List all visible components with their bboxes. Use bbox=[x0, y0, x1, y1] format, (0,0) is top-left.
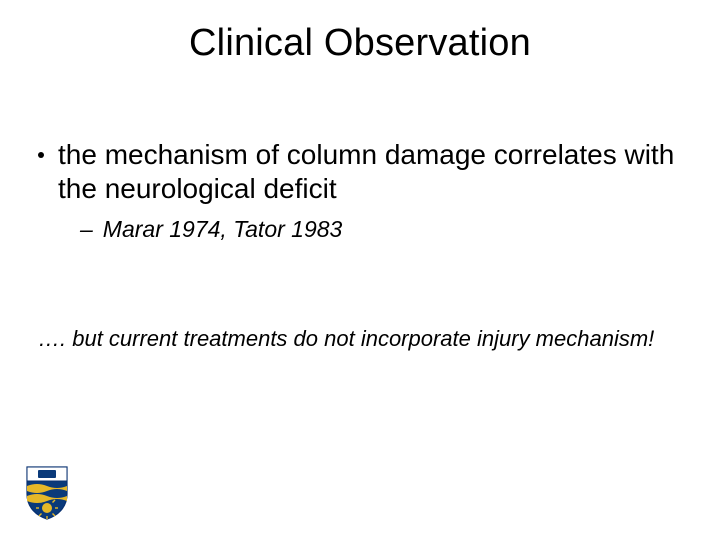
sub-bullet-text: Marar 1974, Tator 1983 bbox=[103, 216, 343, 243]
bullet-text: the mechanism of column damage correlate… bbox=[58, 138, 682, 206]
bullet-item: the mechanism of column damage correlate… bbox=[38, 138, 682, 206]
slide-title: Clinical Observation bbox=[0, 22, 720, 65]
sub-bullet-item: – Marar 1974, Tator 1983 bbox=[38, 216, 682, 243]
bullet-marker-icon bbox=[38, 152, 44, 158]
ubc-logo-icon bbox=[24, 464, 70, 520]
slide: Clinical Observation the mechanism of co… bbox=[0, 0, 720, 540]
sub-bullet-dash-icon: – bbox=[80, 216, 93, 243]
slide-body: the mechanism of column damage correlate… bbox=[38, 138, 682, 243]
closing-text: …. but current treatments do not incorpo… bbox=[38, 326, 682, 352]
